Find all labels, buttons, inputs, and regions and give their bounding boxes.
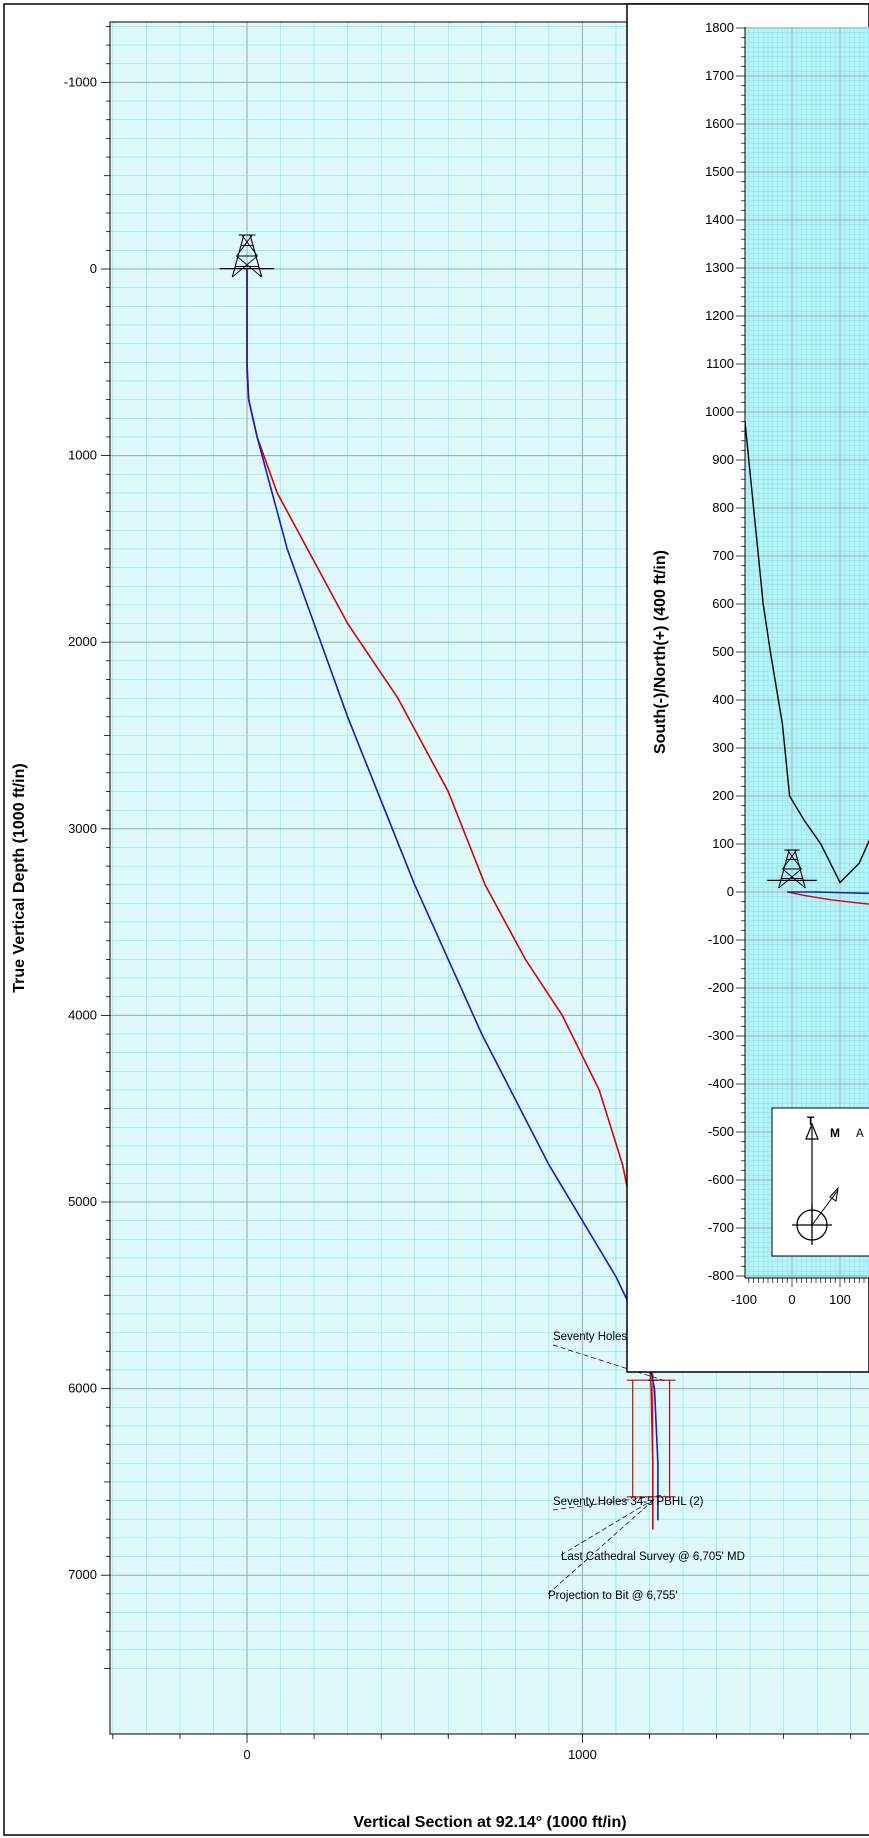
vs-rig-cross bbox=[236, 255, 262, 278]
pv-x-tick-label: 0 bbox=[788, 1292, 795, 1307]
pv-ticks bbox=[736, 27, 869, 1287]
pv-rig-icon bbox=[767, 849, 817, 889]
pv-plot-background bbox=[745, 27, 869, 1278]
pv-y-tick-label: 0 bbox=[727, 884, 734, 899]
vs-plot-border bbox=[109, 21, 869, 1735]
pv-y-tick-label: -600 bbox=[708, 1172, 734, 1187]
vs-tick-labels: -100001000200030004000500060007000010002… bbox=[64, 74, 597, 1762]
pv-y-tick-label: -800 bbox=[708, 1268, 734, 1283]
pv-rig-cross bbox=[782, 868, 806, 889]
pv-y-tick-label: 200 bbox=[712, 788, 734, 803]
pv-y-tick-label: 1100 bbox=[706, 356, 734, 371]
vs-rig-cross bbox=[241, 234, 258, 257]
vs-annotation-projection: Projection to Bit @ 6,755' bbox=[548, 1590, 678, 1602]
pv-y-tick-label: 900 bbox=[712, 452, 734, 467]
vs-annotation-leader bbox=[552, 1494, 665, 1511]
vs-ticks bbox=[101, 26, 852, 1743]
pv-y-tick-label: 300 bbox=[712, 740, 734, 755]
pv-rig-cross bbox=[786, 849, 802, 870]
pv-y-tick-label: 1200 bbox=[705, 308, 734, 323]
pv-series-offset-line bbox=[745, 414, 869, 884]
vs-y-tick-label: 2000 bbox=[68, 634, 97, 649]
vs-y-axis-title: True Vertical Depth (1000 ft/in) bbox=[11, 763, 28, 992]
vs-x-tick-label: 0 bbox=[243, 1747, 250, 1762]
pv-y-tick-label: 1600 bbox=[705, 116, 734, 131]
plan-view-chart: -800 -700 -600 -500 -400 -300 -200 -100 0 100 200 3… bbox=[626, 3, 869, 1373]
pv-y-tick-label: 1700 bbox=[705, 68, 734, 83]
vs-x-axis-title: Vertical Section at 92.14° (1000 ft/in) bbox=[353, 1814, 626, 1831]
pv-y-tick-label: 400 bbox=[712, 692, 734, 707]
pv-y-tick-label: -200 bbox=[708, 980, 734, 995]
azimuth-label: A bbox=[856, 1128, 864, 1140]
vs-rig-icon bbox=[219, 234, 275, 278]
pv-y-tick-label: 600 bbox=[712, 596, 734, 611]
pv-y-tick-label: 1800 bbox=[705, 20, 734, 35]
true-north-label: T bbox=[807, 1114, 815, 1128]
vs-y-tick-label: 0 bbox=[90, 261, 97, 276]
vs-annotation-last-survey: Last Cathedral Survey @ 6,705' MD bbox=[561, 1551, 745, 1563]
magnetic-north-arrowhead-icon bbox=[829, 1186, 839, 1202]
pv-x-tick-label: 100 bbox=[829, 1292, 851, 1307]
pv-grid bbox=[745, 27, 869, 1278]
vs-annotation-leader bbox=[560, 1496, 659, 1556]
vs-y-tick-label: 5000 bbox=[68, 1194, 97, 1209]
pv-tick-labels: -800 -700 -600 -500 -400 -300 -200 -100 0 100 200 3… bbox=[705, 20, 851, 1307]
vs-y-tick-label: 6000 bbox=[68, 1381, 97, 1396]
vs-x-tick-label: 1000 bbox=[568, 1747, 597, 1762]
pv-y-tick-label: 100 bbox=[712, 836, 734, 851]
pv-y-tick-label: -100 bbox=[708, 932, 734, 947]
compass-box bbox=[771, 1107, 869, 1257]
pv-y-tick-label: 1300 bbox=[705, 260, 734, 275]
vs-annotation-pbhl: Seventy Holes 34-5 PBHL (2) bbox=[553, 1496, 704, 1508]
vs-series-actual-line bbox=[246, 269, 659, 1521]
pv-y-axis-title: South(-)/North(+) (400 ft/in) bbox=[652, 550, 669, 754]
figure-frame bbox=[3, 3, 869, 1836]
pv-y-tick-label: 1500 bbox=[705, 164, 734, 179]
north-arrow-compass: T M A bbox=[771, 1107, 869, 1257]
pv-y-tick-label: -300 bbox=[708, 1028, 734, 1043]
pv-rig-cross bbox=[778, 868, 802, 889]
magnetic-north-arrow bbox=[811, 1189, 839, 1226]
pv-rig-cross bbox=[782, 849, 798, 870]
pv-y-tick-label: -500 bbox=[708, 1124, 734, 1139]
vs-annotations: Seventy Holes 34-5 TGT (2) Seventy Holes… bbox=[547, 1331, 745, 1602]
vs-y-tick-label: 1000 bbox=[68, 448, 97, 463]
pv-y-tick-label: 500 bbox=[712, 644, 734, 659]
vs-y-tick-label: -1000 bbox=[64, 74, 97, 89]
vs-y-tick-label: 7000 bbox=[68, 1567, 97, 1582]
pv-y-tick-label: 700 bbox=[712, 548, 734, 563]
pv-series-actual-line bbox=[787, 891, 869, 895]
true-north-arrowhead-icon bbox=[805, 1122, 819, 1140]
pv-x-tick-label: -100 bbox=[731, 1292, 757, 1307]
pv-series-plan-line bbox=[787, 891, 869, 905]
vs-y-tick-label: 4000 bbox=[68, 1007, 97, 1022]
pv-y-tick-label: -400 bbox=[708, 1076, 734, 1091]
vs-annotation-leader bbox=[552, 1344, 667, 1382]
pv-y-tick-label: -700 bbox=[708, 1220, 734, 1235]
vs-y-tick-label: 3000 bbox=[68, 821, 97, 836]
pv-y-tick-label: 1400 bbox=[705, 212, 734, 227]
pv-y-tick-label: 1000 bbox=[705, 404, 734, 419]
magnetic-north-label: M bbox=[830, 1126, 840, 1140]
pv-series bbox=[745, 414, 869, 905]
vs-rig-cross bbox=[236, 234, 253, 257]
vs-rig-cross bbox=[232, 255, 258, 278]
pv-y-tick-label: 800 bbox=[712, 500, 734, 515]
